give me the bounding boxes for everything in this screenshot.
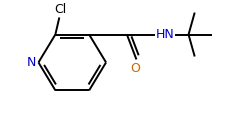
Text: N: N bbox=[27, 56, 36, 69]
Text: O: O bbox=[130, 62, 140, 75]
Text: Cl: Cl bbox=[54, 3, 66, 16]
Text: HN: HN bbox=[155, 28, 174, 41]
